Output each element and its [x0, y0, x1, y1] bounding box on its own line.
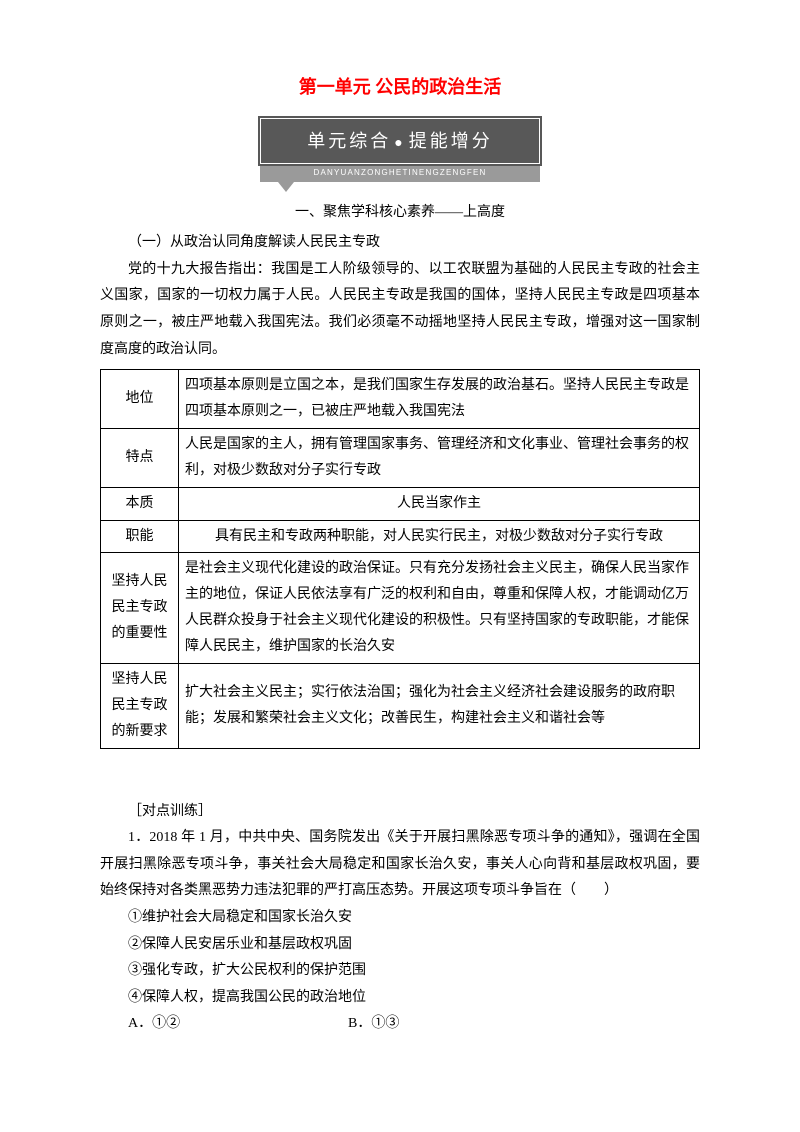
section-heading-1: 一、聚焦学科核心素养——上高度	[100, 200, 700, 227]
question-stem: 1．2018 年 1 月，中共中央、国务院发出《关于开展扫黑除恶专项斗争的通知》…	[100, 825, 700, 905]
exercise-header: ［对点训练］	[100, 799, 700, 826]
row-label: 坚持人民民主专政的新要求	[101, 664, 179, 749]
row-label: 本质	[101, 487, 179, 520]
row-content: 扩大社会主义民主；实行依法治国；强化为社会主义经济社会建设服务的政府职能；发展和…	[179, 664, 700, 749]
table-row: 本质人民当家作主	[101, 487, 700, 520]
banner-left: 单元综合	[307, 131, 391, 151]
content-table: 地位四项基本原则是立国之本，是我们国家生存发展的政治基石。坚持人民民主专政是四项…	[100, 369, 700, 749]
banner-dot: ●	[394, 134, 405, 150]
row-content: 四项基本原则是立国之本，是我们国家生存发展的政治基石。坚持人民民主专政是四项基本…	[179, 370, 700, 429]
exercise-block: ［对点训练］ 1．2018 年 1 月，中共中央、国务院发出《关于开展扫黑除恶专…	[100, 799, 700, 1038]
choice-b: B．①③	[348, 1011, 399, 1038]
table-row: 特点人民是国家的主人，拥有管理国家事务、管理经济和文化事业、管理社会事务的权利，…	[101, 428, 700, 487]
row-label: 特点	[101, 428, 179, 487]
unit-name: 公民的政治生活	[375, 77, 501, 97]
choice-a: A．①②	[128, 1011, 348, 1038]
option-4: ④保障人权，提高我国公民的政治地位	[100, 985, 700, 1012]
banner: 单元综合●提能增分 DANYUANZONGHETINENGZENGFEN	[260, 118, 540, 191]
row-content: 是社会主义现代化建设的政治保证。只有充分发扬社会主义民主，确保人民当家作主的地位…	[179, 553, 700, 664]
table-row: 坚持人民民主专政的新要求扩大社会主义民主；实行依法治国；强化为社会主义经济社会建…	[101, 664, 700, 749]
option-2: ②保障人民安居乐业和基层政权巩固	[100, 932, 700, 959]
table-row: 职能具有民主和专政两种职能，对人民实行民主，对极少数敌对分子实行专政	[101, 520, 700, 553]
unit-label: 第一单元	[299, 77, 371, 97]
option-3: ③强化专政，扩大公民权利的保护范围	[100, 958, 700, 985]
table-body: 地位四项基本原则是立国之本，是我们国家生存发展的政治基石。坚持人民民主专政是四项…	[101, 370, 700, 749]
page-title: 第一单元 公民的政治生活	[100, 70, 700, 104]
table-row: 地位四项基本原则是立国之本，是我们国家生存发展的政治基石。坚持人民民主专政是四项…	[101, 370, 700, 429]
banner-pinyin: DANYUANZONGHETINENGZENGFEN	[260, 164, 540, 181]
intro-paragraph: 党的十九大报告指出：我国是工人阶级领导的、以工农联盟为基础的人民民主专政的社会主…	[100, 257, 700, 363]
row-label: 地位	[101, 370, 179, 429]
section-heading-2: （一）从政治认同角度解读人民民主专政	[100, 230, 700, 257]
row-label: 职能	[101, 520, 179, 553]
choice-row: A．①② B．①③	[100, 1011, 700, 1038]
row-content: 人民当家作主	[179, 487, 700, 520]
row-content: 人民是国家的主人，拥有管理国家事务、管理经济和文化事业、管理社会事务的权利，对极…	[179, 428, 700, 487]
banner-right: 提能增分	[409, 131, 493, 151]
row-label: 坚持人民民主专政的重要性	[101, 553, 179, 664]
banner-triangle	[278, 182, 294, 192]
banner-top: 单元综合●提能增分	[260, 118, 540, 164]
option-1: ①维护社会大局稳定和国家长治久安	[100, 905, 700, 932]
row-content: 具有民主和专政两种职能，对人民实行民主，对极少数敌对分子实行专政	[179, 520, 700, 553]
table-row: 坚持人民民主专政的重要性是社会主义现代化建设的政治保证。只有充分发扬社会主义民主…	[101, 553, 700, 664]
